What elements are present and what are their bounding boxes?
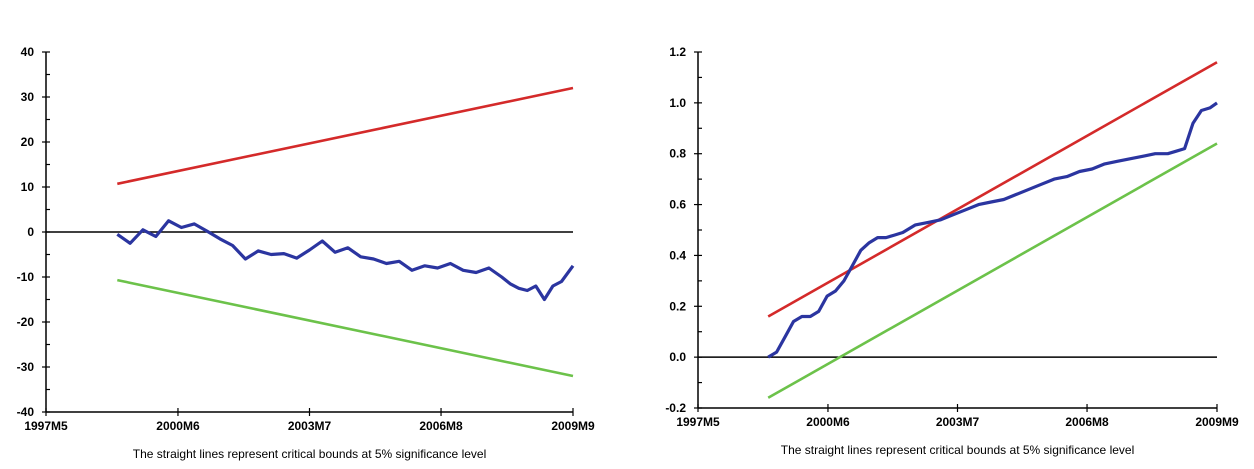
left-series-line-2: [116, 219, 575, 302]
right-x-tick-label: 2003M7: [936, 415, 980, 429]
right-x-tick-label: 2006M8: [1065, 415, 1109, 429]
left-series-line-0: [117, 86, 574, 186]
left-x-tick-label: 1997M5: [24, 419, 68, 433]
left-y-tick-label: -40: [17, 405, 35, 419]
right-y-tick-label: -0.2: [665, 401, 686, 415]
right-x-tick-label: 1997M5: [676, 415, 720, 429]
left-series-line-1: [117, 278, 574, 378]
right-series-line-1: [767, 142, 1218, 399]
left-x-tick-label: 2009M9: [551, 419, 595, 433]
right-y-tick-label: 0.8: [669, 147, 686, 161]
right-series-line-2: [767, 101, 1218, 359]
right-series-line-0: [767, 61, 1218, 318]
chart-right: -0.2 0.0 0.2 0.4 0.6 0.8 1.0 1.2 1997M5 2000M6 200…: [628, 0, 1254, 469]
chart-left-svg: -40 -30 -20 -10 0 10 20 30 40 1997M5 2000M6 2003M7 2…: [17, 45, 595, 461]
left-x-tick-label: 2003M7: [288, 419, 332, 433]
left-y-tick-label: 0: [27, 225, 34, 239]
left-x-tick-label: 2006M8: [419, 419, 463, 433]
chart-left: -40 -30 -20 -10 0 10 20 30 40 1997M5 2000M6 2003M7 2…: [0, 0, 610, 469]
right-y-tick-label: 1.2: [669, 45, 686, 59]
left-note: The straight lines represent critical bo…: [133, 447, 487, 461]
left-x-tick-label: 2000M6: [156, 419, 200, 433]
left-y-tick-label: 40: [21, 45, 35, 59]
right-y-tick-label: 1.0: [669, 96, 686, 110]
right-note: The straight lines represent critical bo…: [781, 443, 1135, 457]
left-y-tick-label: -10: [17, 270, 35, 284]
left-y-tick-label: 30: [21, 90, 35, 104]
right-x-tick-label: 2009M9: [1195, 415, 1239, 429]
right-y-tick-label: 0.2: [669, 299, 686, 313]
right-y-tick-label: 0.0: [669, 350, 686, 364]
left-y-tick-label: 10: [21, 180, 35, 194]
left-y-tick-label: -30: [17, 360, 35, 374]
right-y-tick-label: 0.4: [669, 248, 686, 262]
left-y-tick-label: 20: [21, 135, 35, 149]
right-x-tick-label: 2000M6: [806, 415, 850, 429]
right-y-tick-label: 0.6: [669, 198, 686, 212]
chart-right-svg: -0.2 0.0 0.2 0.4 0.6 0.8 1.0 1.2 1997M5 2000M6 200…: [665, 45, 1239, 457]
left-y-tick-label: -20: [17, 315, 35, 329]
